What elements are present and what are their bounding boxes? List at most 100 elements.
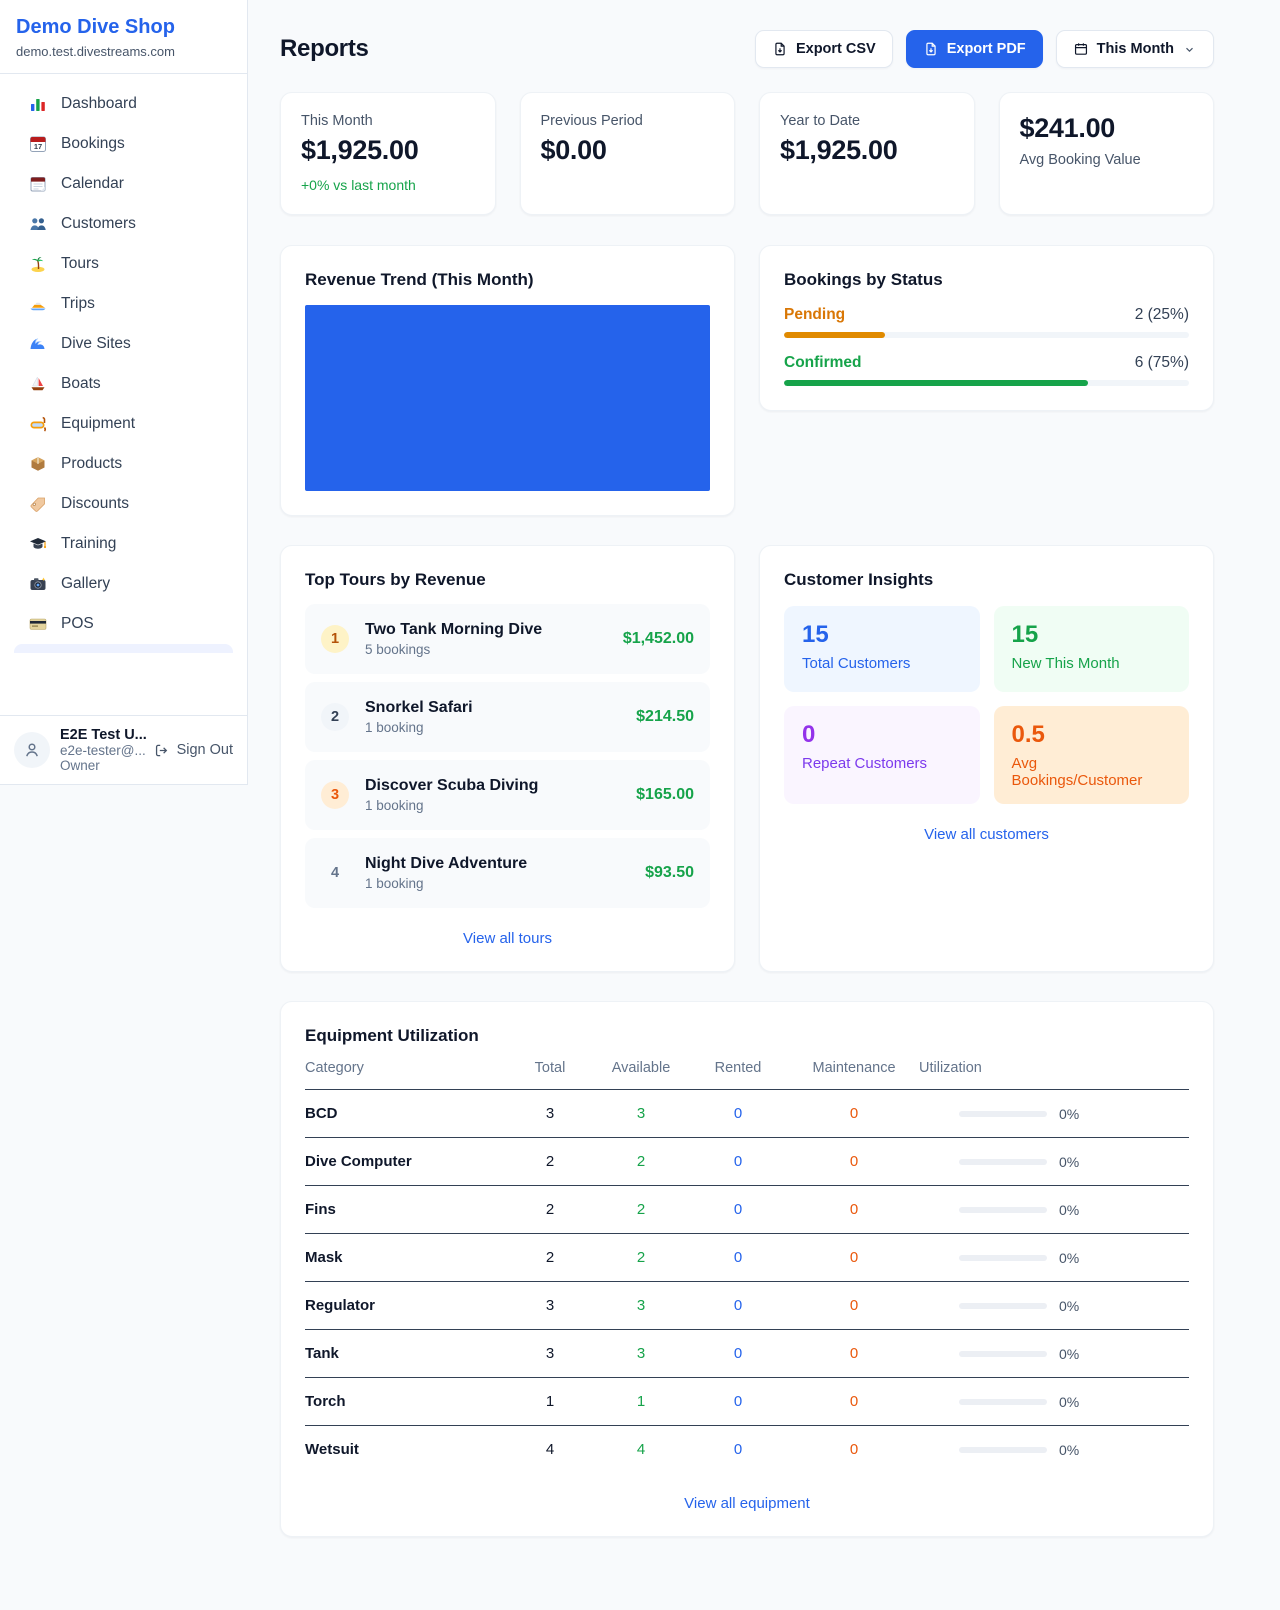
- cell-utilization: 0%: [919, 1137, 1189, 1186]
- sidebar-item-label: Equipment: [61, 415, 136, 432]
- cell-category: Dive Computer: [305, 1137, 505, 1186]
- utilization-percent: 0%: [1059, 1153, 1080, 1170]
- insight-tile-repeat-customers: 0 Repeat Customers: [784, 706, 980, 804]
- view-all-equipment-link[interactable]: View all equipment: [684, 1495, 810, 1512]
- cell-category: Torch: [305, 1377, 505, 1426]
- tour-revenue: $165.00: [636, 786, 694, 803]
- calendar-pad-icon: [28, 174, 48, 194]
- tour-row[interactable]: 1 Two Tank Morning Dive 5 bookings $1,452…: [305, 604, 710, 674]
- cell-total: 3: [505, 1329, 595, 1378]
- insight-value: 0: [802, 721, 816, 748]
- view-all-tours-link[interactable]: View all tours: [463, 930, 552, 947]
- cell-available: 3: [595, 1089, 687, 1138]
- tour-revenue: $214.50: [636, 708, 694, 725]
- sidebar-item-equipment[interactable]: Equipment: [14, 404, 233, 444]
- column-header-total: Total: [505, 1060, 595, 1090]
- speedboat-icon: [28, 294, 48, 314]
- utilization-percent: 0%: [1059, 1393, 1080, 1410]
- stat-delta: +0% vs last month: [301, 177, 416, 193]
- insight-tile-new-this-month: 15 New This Month: [993, 606, 1189, 692]
- user-name: E2E Test U...: [60, 727, 147, 743]
- stat-value: $1,925.00: [301, 135, 419, 165]
- column-header-utilization: Utilization: [919, 1060, 1189, 1090]
- cell-utilization: 0%: [919, 1233, 1189, 1282]
- shop-subdomain: demo.test.divestreams.com: [16, 44, 175, 59]
- revenue-trend-card: Revenue Trend (This Month): [280, 245, 735, 516]
- cell-available: 3: [595, 1281, 687, 1330]
- stat-label: Avg Booking Value: [1019, 152, 1141, 168]
- calendar-date-icon: 17: [28, 134, 48, 154]
- insight-value: 15: [1011, 621, 1039, 648]
- cell-rented: 0: [687, 1281, 789, 1330]
- period-dropdown[interactable]: This Month: [1055, 30, 1214, 68]
- user-panel: E2E Test U... e2e-tester@... Owner Sign …: [0, 715, 247, 784]
- tour-row[interactable]: 3 Discover Scuba Diving 1 booking $165.00: [305, 760, 710, 830]
- logout-icon: [155, 744, 167, 756]
- sidebar-item-label: Gallery: [61, 575, 111, 592]
- column-header-available: Available: [595, 1060, 687, 1090]
- table-row: BCD 3 3 0 0 0%: [305, 1089, 1189, 1138]
- stat-card-avg-booking-value: $241.00 Avg Booking Value: [998, 92, 1214, 215]
- tour-revenue: $93.50: [645, 864, 694, 881]
- sidebar: Demo Dive Shop demo.test.divestreams.com…: [0, 0, 248, 785]
- sidebar-item-bookings[interactable]: 17 Bookings: [14, 124, 233, 164]
- sidebar-nav: Dashboard 17 Bookings Calendar Customers…: [0, 74, 247, 715]
- sidebar-item-training[interactable]: Training: [14, 524, 233, 564]
- status-label: Confirmed: [784, 354, 862, 371]
- cell-utilization: 0%: [919, 1281, 1189, 1330]
- tour-row[interactable]: 2 Snorkel Safari 1 booking $214.50: [305, 682, 710, 752]
- cell-total: 3: [505, 1089, 595, 1138]
- export-pdf-label: Export PDF: [946, 41, 1026, 57]
- sidebar-item-pos[interactable]: POS: [14, 604, 233, 644]
- status-count: 6 (75%): [1134, 354, 1189, 371]
- sidebar-item-gallery[interactable]: Gallery: [14, 564, 233, 604]
- sidebar-item-label: Discounts: [61, 495, 130, 512]
- sidebar-item-dive-sites[interactable]: Dive Sites: [14, 324, 233, 364]
- stat-label: Previous Period: [540, 113, 643, 129]
- cell-rented: 0: [687, 1233, 789, 1282]
- cell-rented: 0: [733, 1441, 743, 1458]
- sidebar-item-reports-active[interactable]: [14, 644, 233, 653]
- utilization-percent: 0%: [1059, 1297, 1080, 1314]
- export-csv-label: Export CSV: [795, 41, 876, 57]
- cell-utilization: 0%: [919, 1185, 1189, 1234]
- cell-maintenance: 0: [789, 1281, 919, 1330]
- view-all-customers-link[interactable]: View all customers: [924, 826, 1049, 843]
- sidebar-item-calendar[interactable]: Calendar: [14, 164, 233, 204]
- sidebar-item-discounts[interactable]: Discounts: [14, 484, 233, 524]
- status-progress-fill: [784, 332, 886, 338]
- sign-out-button[interactable]: Sign Out: [153, 742, 233, 759]
- period-label: This Month: [1096, 41, 1174, 57]
- cell-maintenance: 0: [789, 1185, 919, 1234]
- tour-row[interactable]: 4 Night Dive Adventure 1 booking $93.50: [305, 838, 710, 908]
- cell-total: 1: [505, 1377, 595, 1426]
- cell-available: 3: [595, 1329, 687, 1378]
- column-header-category: Category: [305, 1060, 505, 1090]
- cell-rented: 0: [687, 1329, 789, 1378]
- avatar: [14, 732, 50, 768]
- insight-value: 0.5: [1011, 721, 1045, 748]
- sidebar-item-trips[interactable]: Trips: [14, 284, 233, 324]
- cell-available: 1: [595, 1377, 687, 1426]
- file-download-icon: [775, 42, 785, 56]
- sidebar-item-products[interactable]: Products: [14, 444, 233, 484]
- insight-label: Repeat Customers: [802, 755, 928, 772]
- cell-category: Regulator: [305, 1281, 505, 1330]
- export-pdf-button[interactable]: Export PDF: [905, 30, 1043, 68]
- cell-maintenance: 0: [789, 1377, 919, 1426]
- main-content: Reports Export CSV Export PDF This Month…: [248, 0, 1280, 1597]
- tour-bookings: 1 booking: [365, 876, 424, 891]
- sidebar-item-dashboard[interactable]: Dashboard: [14, 84, 233, 124]
- svg-text:17: 17: [34, 142, 42, 151]
- sidebar-item-label: Products: [61, 455, 123, 472]
- user-role: Owner: [60, 758, 100, 773]
- sidebar-item-label: Boats: [61, 375, 101, 392]
- sidebar-item-tours[interactable]: Tours: [14, 244, 233, 284]
- brand: Demo Dive Shop demo.test.divestreams.com: [0, 0, 247, 74]
- cell-utilization: 0%: [919, 1089, 1189, 1138]
- export-csv-button[interactable]: Export CSV: [754, 30, 893, 68]
- sidebar-item-customers[interactable]: Customers: [14, 204, 233, 244]
- utilization-percent: 0%: [1059, 1201, 1080, 1218]
- equipment-table-body: BCD 3 3 0 0 0% Dive Computer 2 2 0 0 0% Fins 2 2 0 0 0% Ma…: [305, 1089, 1189, 1474]
- sidebar-item-boats[interactable]: Boats: [14, 364, 233, 404]
